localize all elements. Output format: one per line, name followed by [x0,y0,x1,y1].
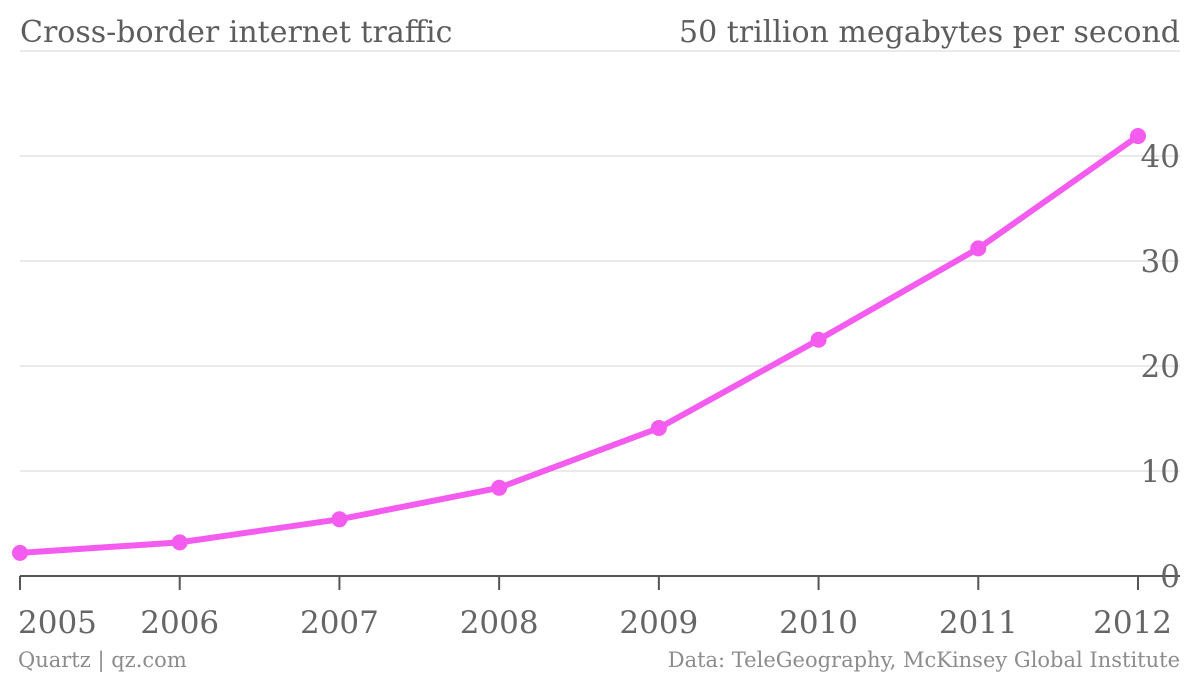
series-line [17,133,1141,556]
source-credit: Quartz | qz.com [18,648,187,673]
x-tick-label: 2008 [460,605,539,641]
y-tick-label: 0 [1160,559,1180,595]
x-tick-label: 2010 [779,605,858,641]
x-tick-label: 2007 [300,605,379,641]
x-tick-label: 2012 [1093,605,1172,641]
chart-subtitle: 50 trillion megabytes per second [679,15,1180,50]
x-tick-label: 2005 [18,605,97,641]
data-point [810,331,827,348]
data-point [12,544,28,561]
x-tick-label: 2006 [140,605,219,641]
y-axis-ticks: 0 10 20 30 40 [1141,139,1180,595]
y-tick-label: 40 [1141,139,1180,175]
y-tick-label: 30 [1141,244,1180,280]
data-source: Data: TeleGeography, McKinsey Global Ins… [668,648,1180,672]
x-tick-label: 2011 [939,605,1018,641]
y-tick-label: 20 [1141,349,1180,385]
data-point [1130,128,1146,145]
data-point [171,534,188,551]
x-axis-ticks: 2005 2006 2007 2008 2009 2010 2011 2012 [18,576,1172,641]
data-point [331,511,348,528]
series-layer [12,128,1146,561]
data-point [650,419,667,436]
gridlines [20,50,1180,577]
x-tick-label: 2009 [619,605,698,641]
chart-title: Cross-border internet traffic [20,15,452,50]
data-point [491,479,508,496]
data-point [970,240,987,257]
y-tick-label: 10 [1141,454,1180,490]
